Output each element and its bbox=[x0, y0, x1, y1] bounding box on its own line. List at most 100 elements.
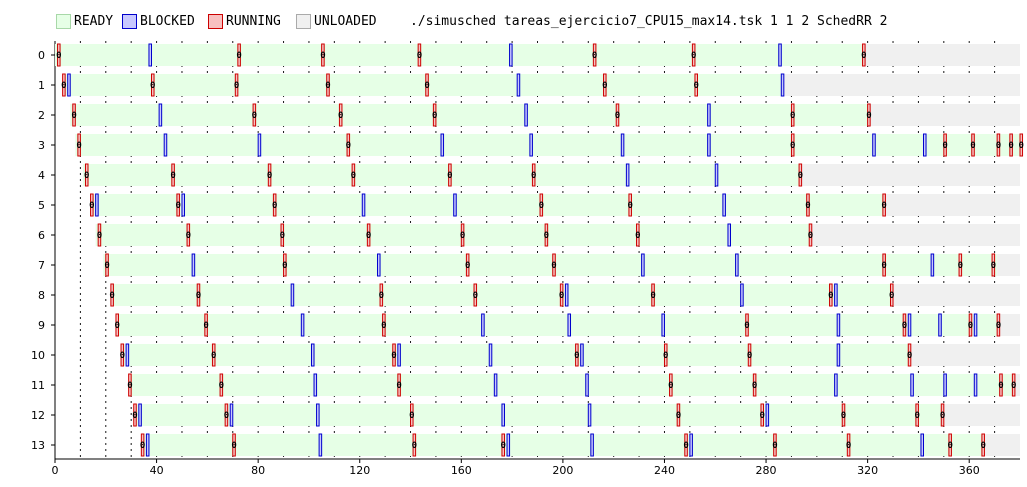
ready-bar bbox=[136, 404, 944, 426]
running-mark-label: 0 bbox=[219, 381, 224, 391]
blocked-mark bbox=[440, 133, 445, 157]
running-mark bbox=[915, 403, 919, 427]
blocked-mark bbox=[722, 193, 726, 217]
running-mark-label: 0 bbox=[379, 291, 384, 301]
running-mark bbox=[105, 253, 109, 277]
running-mark-label: 0 bbox=[115, 321, 120, 331]
running-mark-label: 0 bbox=[351, 171, 356, 181]
running-mark bbox=[62, 73, 66, 97]
x-tick-label: 160 bbox=[451, 464, 472, 477]
y-tick-label: 0 bbox=[38, 49, 45, 62]
blocked-swatch-icon bbox=[122, 14, 137, 29]
blocked-mark bbox=[727, 223, 731, 247]
blocked-mark bbox=[300, 313, 305, 337]
running-mark bbox=[280, 223, 285, 247]
ready-swatch-icon bbox=[56, 14, 71, 29]
blocked-mark bbox=[501, 403, 505, 427]
y-tick-label: 12 bbox=[31, 409, 45, 422]
running-mark bbox=[171, 163, 175, 187]
blocked-mark bbox=[148, 43, 152, 67]
blocked-mark bbox=[973, 373, 978, 397]
running-mark-label: 0 bbox=[460, 231, 465, 241]
running-mark-label: 0 bbox=[346, 141, 351, 151]
running-mark-label: 0 bbox=[942, 141, 947, 151]
running-mark-label: 0 bbox=[175, 201, 180, 211]
running-mark-label: 0 bbox=[683, 441, 688, 451]
blocked-mark bbox=[661, 313, 665, 337]
running-mark-label: 0 bbox=[808, 231, 813, 241]
running-mark-label: 0 bbox=[539, 201, 544, 211]
running-mark bbox=[115, 313, 119, 337]
running-mark-label: 0 bbox=[396, 381, 401, 391]
running-mark bbox=[234, 73, 239, 97]
blocked-mark bbox=[138, 403, 142, 427]
running-mark bbox=[379, 283, 384, 307]
y-tick-label: 5 bbox=[38, 199, 45, 212]
running-mark-label: 0 bbox=[381, 321, 386, 331]
running-mark bbox=[559, 283, 564, 307]
running-mark bbox=[140, 433, 145, 457]
running-mark-label: 0 bbox=[252, 111, 257, 121]
running-mark-label: 0 bbox=[132, 411, 137, 421]
y-tick-label: 4 bbox=[38, 169, 45, 182]
running-mark bbox=[862, 43, 866, 67]
y-tick-label: 2 bbox=[38, 109, 45, 122]
unloaded-bar bbox=[865, 44, 1020, 66]
running-mark-label: 0 bbox=[338, 111, 343, 121]
blocked-mark bbox=[689, 433, 693, 457]
blocked-mark bbox=[585, 373, 589, 397]
blocked-mark bbox=[361, 193, 366, 217]
running-mark bbox=[338, 103, 343, 127]
running-mark-label: 0 bbox=[224, 411, 229, 421]
running-mark bbox=[829, 283, 833, 307]
running-mark bbox=[684, 433, 688, 457]
running-mark bbox=[1011, 373, 1016, 397]
running-mark bbox=[432, 103, 437, 127]
running-mark-label: 0 bbox=[211, 351, 216, 361]
running-mark bbox=[133, 403, 137, 427]
x-tick-label: 360 bbox=[959, 464, 980, 477]
blocked-mark bbox=[836, 343, 841, 367]
running-mark-label: 0 bbox=[691, 51, 696, 61]
blocked-mark bbox=[313, 373, 318, 397]
running-mark bbox=[948, 433, 952, 457]
blocked-mark bbox=[125, 343, 130, 367]
running-mark-label: 0 bbox=[602, 81, 607, 91]
running-mark-label: 0 bbox=[747, 351, 752, 361]
running-mark bbox=[958, 253, 963, 277]
running-mark-label: 0 bbox=[325, 81, 330, 91]
running-mark-label: 0 bbox=[615, 111, 620, 121]
running-mark bbox=[460, 223, 465, 247]
running-mark bbox=[544, 223, 549, 247]
running-mark bbox=[798, 163, 803, 187]
running-mark bbox=[907, 343, 912, 367]
running-mark-label: 0 bbox=[84, 171, 89, 181]
running-mark-label: 0 bbox=[473, 291, 478, 301]
running-mark bbox=[531, 163, 536, 187]
running-mark bbox=[465, 253, 470, 277]
running-mark-label: 0 bbox=[272, 201, 277, 211]
running-mark-label: 0 bbox=[320, 51, 325, 61]
running-mark-label: 0 bbox=[663, 351, 668, 361]
legend-item-ready: READY bbox=[56, 13, 113, 30]
running-mark bbox=[382, 313, 386, 337]
running-mark-label: 0 bbox=[1008, 141, 1013, 151]
running-mark-label: 0 bbox=[907, 351, 912, 361]
blocked-mark bbox=[229, 403, 234, 427]
ready-bar bbox=[128, 374, 1015, 396]
running-mark-label: 0 bbox=[889, 291, 894, 301]
blocked-mark bbox=[834, 373, 838, 397]
running-mark-label: 0 bbox=[391, 351, 396, 361]
running-mark bbox=[846, 433, 851, 457]
running-mark bbox=[981, 433, 985, 457]
running-mark bbox=[691, 43, 696, 67]
running-mark bbox=[615, 103, 620, 127]
blocked-mark bbox=[714, 163, 719, 187]
blocked-mark bbox=[564, 283, 569, 307]
running-mark-label: 0 bbox=[996, 321, 1001, 331]
running-mark-label: 0 bbox=[772, 441, 777, 451]
running-mark bbox=[790, 133, 795, 157]
running-mark-label: 0 bbox=[465, 261, 470, 271]
blocked-mark bbox=[590, 433, 594, 457]
legend-label-ready: READY bbox=[74, 14, 114, 29]
